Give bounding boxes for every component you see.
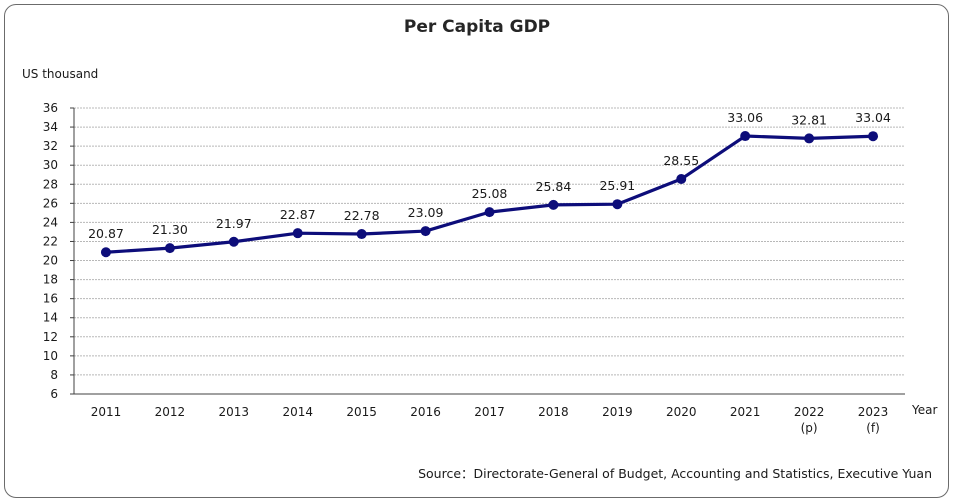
x-tick-label: 2015 bbox=[346, 405, 377, 419]
data-label: 25.08 bbox=[472, 186, 508, 201]
x-tick-label: 2020 bbox=[666, 405, 697, 419]
y-tick-label: 26 bbox=[43, 196, 58, 210]
data-point bbox=[420, 226, 431, 237]
chart-frame bbox=[4, 4, 949, 498]
y-tick-label: 34 bbox=[43, 120, 58, 134]
data-point bbox=[292, 228, 303, 239]
y-tick-labels: 6 8 10 12 14 16 18 20 22 24 26 28 30 32 34 36 bbox=[43, 101, 58, 401]
x-tick-label: 2019 bbox=[602, 405, 633, 419]
data-point bbox=[868, 131, 879, 142]
x-tick-label: 2012 bbox=[155, 405, 186, 419]
y-tick-label: 14 bbox=[43, 311, 58, 325]
x-tick-label: 2014 bbox=[282, 405, 313, 419]
y-tick-label: 28 bbox=[43, 177, 58, 191]
y-axis-label: US thousand bbox=[22, 67, 99, 81]
data-label: 25.91 bbox=[599, 178, 635, 193]
y-tick-label: 12 bbox=[43, 330, 58, 344]
data-point bbox=[164, 243, 175, 254]
x-axis-label: Year bbox=[911, 403, 937, 417]
data-label: 25.84 bbox=[536, 179, 572, 194]
data-label: 21.30 bbox=[152, 222, 188, 237]
y-tick-label: 16 bbox=[43, 292, 58, 306]
y-tick-label: 6 bbox=[50, 387, 58, 401]
y-tick-label: 36 bbox=[43, 101, 58, 115]
data-point bbox=[612, 199, 623, 210]
data-labels: 20.87 21.30 21.97 22.87 22.78 23.09 25.08 25.84… bbox=[88, 110, 891, 241]
y-tick-label: 10 bbox=[43, 349, 58, 363]
x-tick-label: 2017 bbox=[474, 405, 505, 419]
data-point bbox=[484, 207, 495, 218]
x-tick-label: 2016 bbox=[410, 405, 441, 419]
x-tick-label: 2023 bbox=[858, 405, 889, 419]
data-point bbox=[548, 199, 559, 210]
gridlines bbox=[70, 107, 905, 395]
source-note: Source：Directorate-General of Budget, Ac… bbox=[418, 466, 932, 481]
x-tick-labels: 2011 2012 2013 2014 2015 2016 2017 2018 2019 2020… bbox=[91, 405, 889, 435]
y-tick-label: 30 bbox=[43, 158, 58, 172]
y-tick-label: 8 bbox=[50, 368, 58, 382]
x-tick-label: 2021 bbox=[730, 405, 761, 419]
data-label: 22.87 bbox=[280, 207, 316, 222]
data-point bbox=[804, 133, 815, 144]
y-tick-label: 20 bbox=[43, 254, 58, 268]
series-line bbox=[100, 131, 879, 258]
x-tick-note: (p) bbox=[801, 421, 818, 435]
data-point bbox=[676, 174, 687, 185]
data-label: 20.87 bbox=[88, 226, 124, 241]
x-tick-label: 2011 bbox=[91, 405, 122, 419]
data-label: 23.09 bbox=[408, 205, 444, 220]
x-tick-label: 2022 bbox=[794, 405, 825, 419]
x-tick-note: (f) bbox=[866, 421, 880, 435]
data-label: 32.81 bbox=[791, 112, 827, 127]
axes bbox=[73, 108, 905, 395]
data-point bbox=[740, 131, 751, 142]
y-tick-label: 22 bbox=[43, 234, 58, 248]
chart-title: Per Capita GDP bbox=[403, 17, 551, 37]
y-tick-label: 32 bbox=[43, 139, 58, 153]
data-label: 28.55 bbox=[663, 153, 699, 168]
data-label: 22.78 bbox=[344, 208, 380, 223]
x-tick-label: 2018 bbox=[538, 405, 569, 419]
data-label: 33.06 bbox=[727, 110, 763, 125]
y-tick-label: 18 bbox=[43, 273, 58, 287]
data-label: 21.97 bbox=[216, 216, 252, 231]
data-point bbox=[100, 247, 111, 258]
x-tick-label: 2013 bbox=[219, 405, 250, 419]
data-label: 33.04 bbox=[855, 110, 891, 125]
y-tick-label: 24 bbox=[43, 215, 58, 229]
data-point bbox=[356, 229, 367, 240]
data-point bbox=[228, 236, 239, 247]
